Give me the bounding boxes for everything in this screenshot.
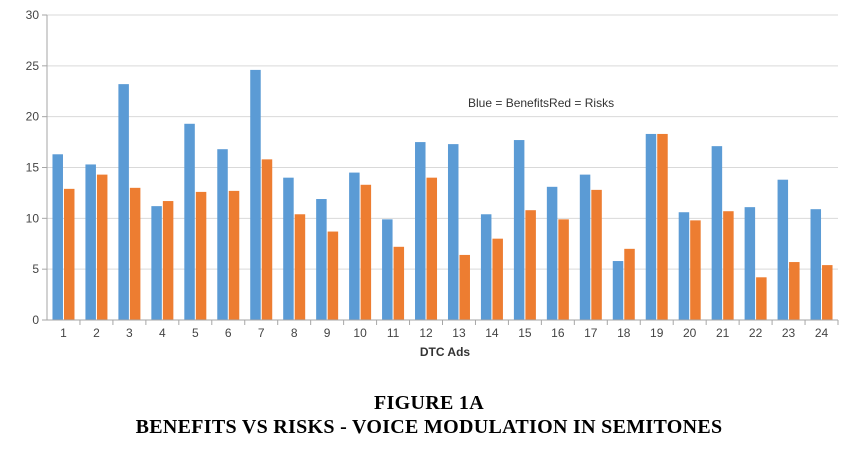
x-tick-label: 5 [192,326,199,340]
y-tick-label: 20 [26,110,40,124]
bar-orange-10 [360,184,372,320]
x-tick-label: 15 [518,326,532,340]
x-tick-label: 19 [650,326,664,340]
x-tick-label: 20 [683,326,697,340]
x-tick-label: 21 [716,326,730,340]
y-tick-label: 30 [26,8,40,22]
y-tick-labels: 0 5 10 15 20 25 30 [26,8,40,327]
legend-annotation: Blue = BenefitsRed = Risks [468,96,614,110]
bar-orange-20 [690,220,701,320]
x-tick-label: 6 [225,326,232,340]
bar-orange-11 [393,246,405,320]
x-tick-label: 7 [258,326,265,340]
y-tick-label: 15 [26,161,40,175]
x-tick-label: 3 [126,326,133,340]
bar-blue-20 [678,212,690,320]
bar-orange-9 [327,231,339,320]
bar-orange-23 [789,262,800,320]
y-tick-label: 5 [32,262,39,276]
bar-blue-1 [52,154,63,320]
bar-blue-14 [480,214,492,320]
bar-blue-6 [217,149,228,320]
bar-orange-5 [195,191,207,320]
bar-blue-12 [415,142,426,320]
x-tick-label: 8 [291,326,298,340]
bar-blue-23 [777,179,789,320]
y-tick-label: 25 [26,59,40,73]
bar-orange-14 [492,238,503,320]
bar-orange-16 [558,219,569,320]
bar-blue-5 [184,123,195,321]
bar-blue-2 [85,164,96,320]
bar-blue-8 [283,177,294,320]
x-tick-label: 12 [419,326,433,340]
bar-blue-17 [579,174,591,320]
bar-blue-15 [513,140,525,320]
bar-orange-19 [657,133,668,320]
x-tick-labels: 1 2 3 4 5 6 7 8 9 10 11 12 13 14 15 16 17 18 19 20 21 22 23 24 [60,326,828,340]
bar-orange-2 [96,174,108,320]
bar-orange-13 [459,254,470,320]
bar-orange-21 [723,211,734,320]
x-tick-label: 11 [387,326,400,340]
bar-blue-18 [612,261,624,320]
bar-blue-24 [810,209,822,320]
bar-orange-15 [525,210,536,320]
bar-blue-11 [382,219,393,320]
x-tick-label: 9 [324,326,331,340]
axes [46,15,838,321]
x-tick-label: 18 [617,326,631,340]
x-tick-label: 10 [353,326,367,340]
bar-orange-24 [822,265,833,320]
bar-orange-1 [63,188,75,320]
x-tick-label: 14 [485,326,499,340]
x-tick-label: 24 [815,326,829,340]
bar-orange-4 [162,201,174,320]
figure-label: FIGURE 1A [374,392,484,414]
figure-caption: BENEFITS VS RISKS - VOICE MODULATION IN … [135,416,723,438]
bar-orange-8 [294,214,306,320]
bar-blue-21 [711,146,723,320]
x-tick-label: 23 [782,326,796,340]
x-tick-label: 17 [584,326,598,340]
bar-blue-10 [349,172,360,320]
bar-orange-7 [261,159,273,320]
x-tick-label: 22 [749,326,763,340]
bar-orange-12 [426,177,438,320]
gridlines [42,14,839,325]
bar-series [52,69,833,321]
bar-orange-3 [129,187,141,320]
x-tick-label: 16 [551,326,565,340]
bar-orange-22 [756,277,767,320]
bar-blue-9 [316,199,327,320]
y-tick-label: 0 [32,313,39,327]
y-tick-label: 10 [26,211,40,225]
x-axis-title: DTC Ads [420,345,471,359]
x-tick-label: 1 [60,326,67,340]
bar-blue-19 [645,133,657,320]
x-tick-label: 13 [452,326,466,340]
x-tick-label: 4 [159,326,166,340]
bar-blue-7 [250,69,261,321]
bar-orange-6 [228,190,240,320]
bar-orange-17 [591,189,602,320]
bar-blue-16 [546,186,558,320]
x-tick-label: 2 [93,326,100,340]
bar-blue-3 [118,84,129,320]
bar-blue-4 [151,206,162,320]
bar-blue-22 [744,207,756,320]
bar-blue-13 [447,144,459,320]
bar-orange-18 [624,248,635,320]
